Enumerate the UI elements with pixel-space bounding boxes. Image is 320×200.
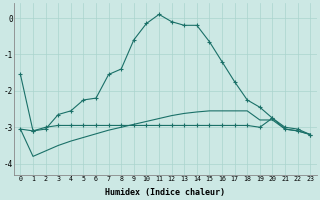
X-axis label: Humidex (Indice chaleur): Humidex (Indice chaleur)	[105, 188, 225, 197]
